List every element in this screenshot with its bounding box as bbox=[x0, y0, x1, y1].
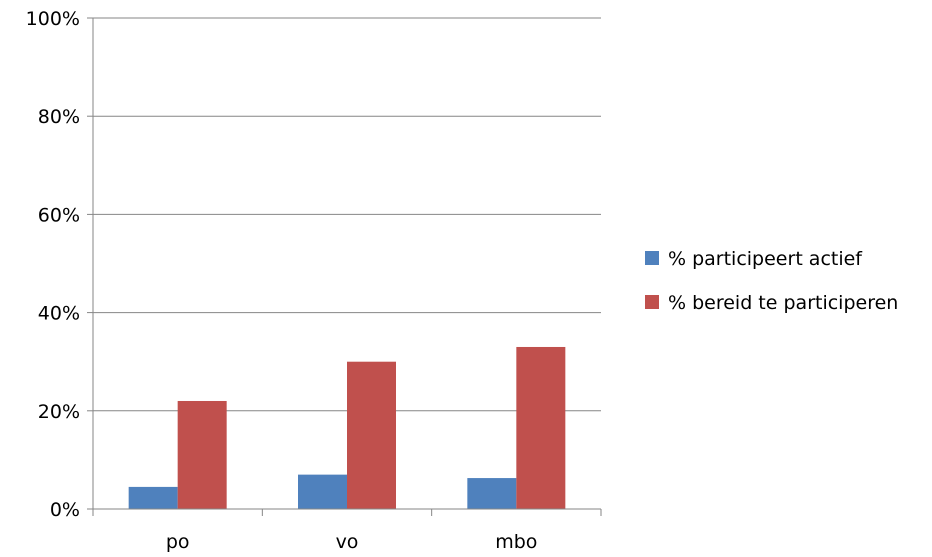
legend-swatch bbox=[645, 251, 659, 265]
legend-swatch bbox=[645, 295, 659, 309]
y-tick-label: 20% bbox=[38, 401, 80, 423]
y-tick-label: 40% bbox=[38, 303, 80, 325]
y-tick-labels: 0% 20% 40% 60% 80% 100% bbox=[26, 8, 80, 521]
y-tick-label: 60% bbox=[38, 204, 80, 226]
bar-mbo-series-1 bbox=[467, 478, 517, 509]
bars bbox=[128, 346, 566, 509]
axes bbox=[87, 17, 602, 516]
y-tick-label: 0% bbox=[50, 499, 80, 521]
bar-vo-series-1 bbox=[298, 474, 347, 509]
legend: % participeert actief % bereid te partici… bbox=[645, 248, 898, 314]
legend-label: % participeert actief bbox=[668, 248, 863, 270]
x-category-label: po bbox=[166, 531, 190, 553]
x-category-labels: po vo mbo bbox=[166, 531, 538, 553]
x-category-label: mbo bbox=[495, 531, 537, 553]
y-tick-label: 100% bbox=[26, 8, 80, 30]
y-tick-label: 80% bbox=[38, 106, 80, 128]
bar-po-series-2 bbox=[177, 400, 227, 509]
bar-po-series-1 bbox=[128, 486, 178, 509]
x-category-label: vo bbox=[336, 531, 359, 553]
legend-label: % bereid te participeren bbox=[668, 292, 898, 314]
bar-vo-series-2 bbox=[347, 361, 396, 509]
bar-mbo-series-2 bbox=[516, 346, 566, 509]
